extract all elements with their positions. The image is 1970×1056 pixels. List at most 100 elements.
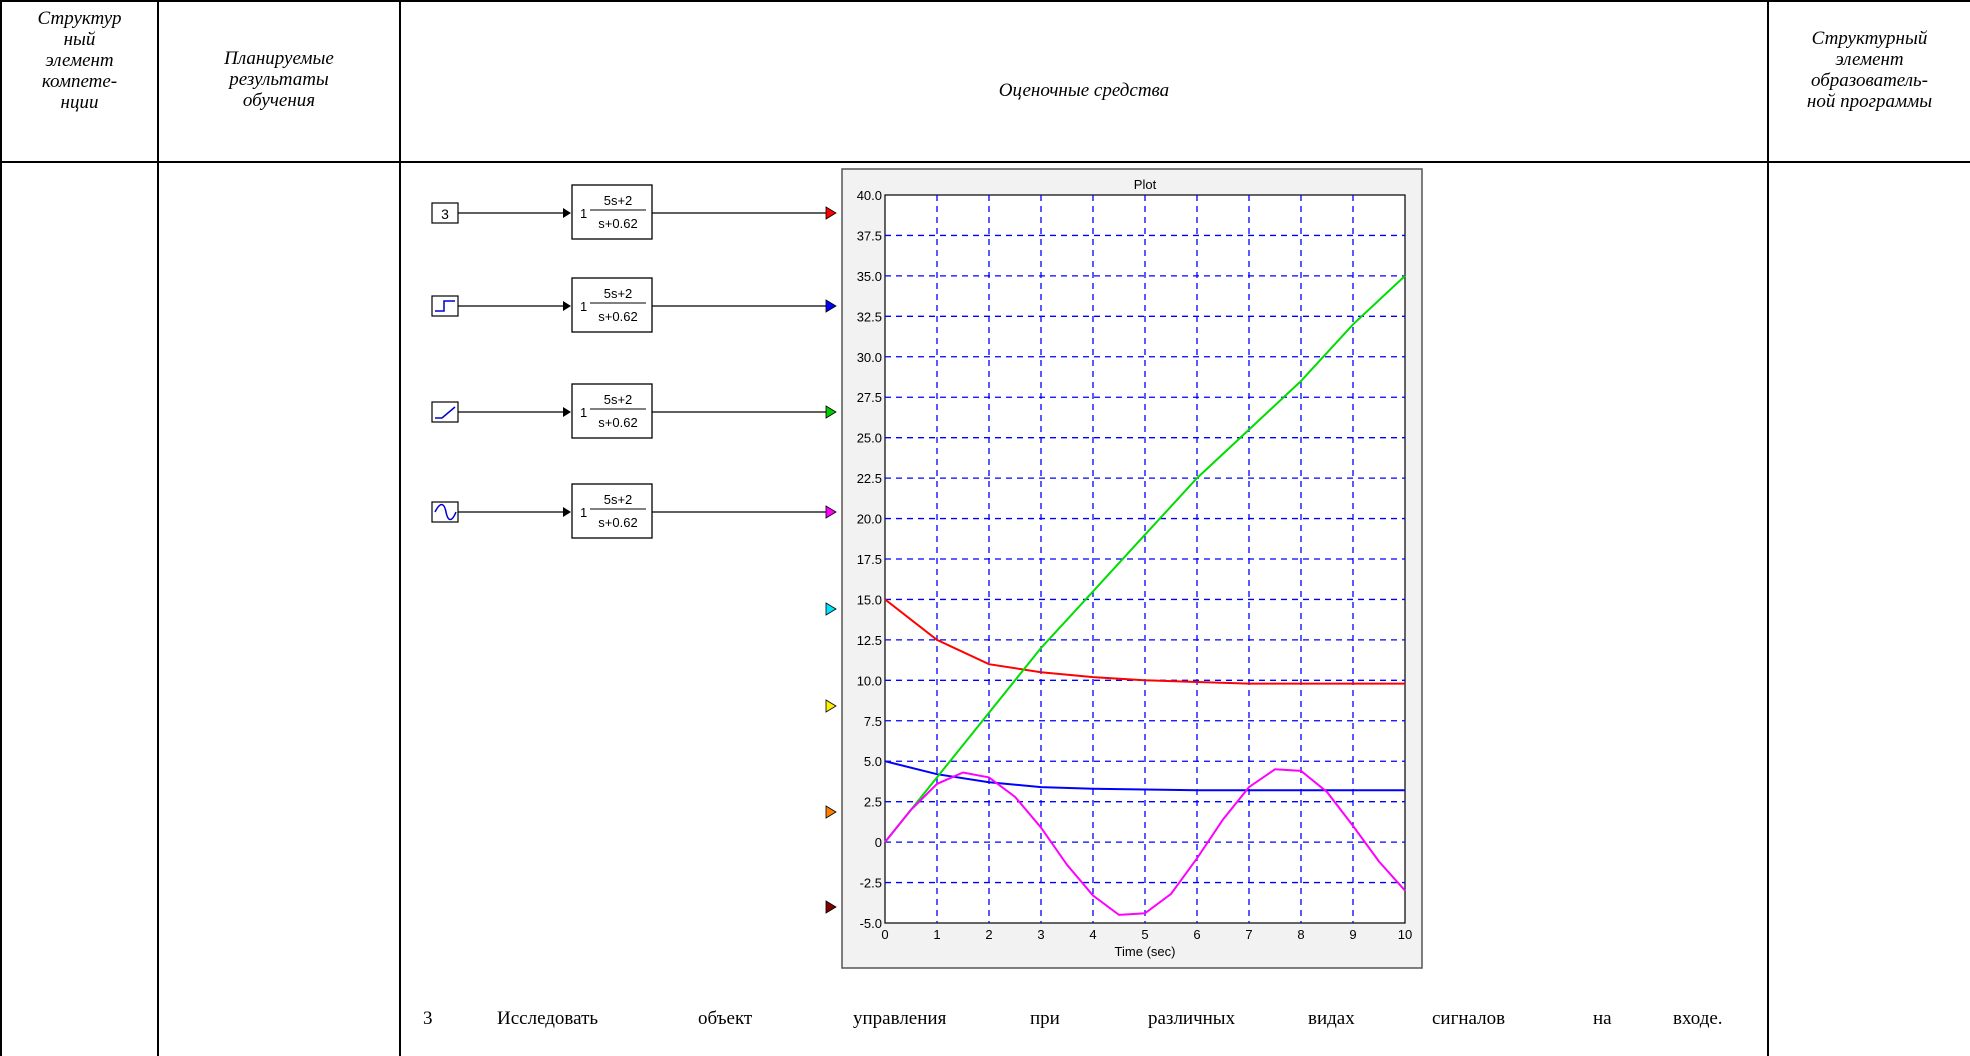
x-tick-label: 1 — [933, 927, 940, 942]
transfer-function-block — [571, 483, 653, 539]
task-word: при — [1030, 1008, 1060, 1029]
series-line — [884, 275, 1406, 843]
task-word: различных — [1148, 1008, 1236, 1029]
x-tick-label: 6 — [1193, 927, 1200, 942]
plot-input-port — [825, 805, 837, 819]
ramp-icon — [435, 406, 456, 419]
task-word: сигналов — [1432, 1008, 1506, 1029]
x-tick-label: 10 — [1398, 927, 1412, 942]
y-tick-label: 30.0 — [857, 350, 882, 365]
header-line: Планируемые — [224, 48, 334, 69]
signal-chain: 1 5s+2 s+0.62 — [431, 483, 831, 539]
header-line: ной программы — [1806, 91, 1933, 112]
task-word: на — [1593, 1008, 1612, 1029]
y-tick-label: 32.5 — [857, 309, 882, 324]
tf-numerator: 5s+2 — [604, 492, 633, 507]
y-tick-label: 15.0 — [857, 592, 882, 607]
table-col-sep-3 — [1767, 0, 1769, 1056]
table-col-sep-1 — [157, 0, 159, 1056]
y-tick-label: 5.0 — [864, 754, 882, 769]
plot-input-port — [825, 699, 837, 713]
x-tick-label: 7 — [1245, 927, 1252, 942]
transfer-function-block — [571, 184, 653, 240]
header-line: компете- — [41, 71, 118, 92]
y-tick-label: 22.5 — [857, 471, 882, 486]
header-competence-element: Структур ный элемент компете- нции — [2, 8, 157, 113]
table-border-top — [0, 0, 1970, 2]
series-line — [884, 598, 1405, 685]
plot-input-port — [825, 602, 837, 616]
signal-chain: 1 5s+2 s+0.62 — [431, 277, 831, 333]
tf-gain: 1 — [580, 206, 587, 221]
sine-icon — [434, 503, 457, 521]
table-border-left — [0, 0, 2, 1056]
task-word: видах — [1308, 1008, 1355, 1029]
y-tick-label: 2.5 — [864, 795, 882, 810]
tf-numerator: 5s+2 — [604, 286, 633, 301]
x-tick-label: 5 — [1141, 927, 1148, 942]
plot-input-port — [825, 900, 837, 914]
arrow-head — [563, 407, 571, 417]
tf-gain: 1 — [580, 299, 587, 314]
table-col-sep-2 — [399, 0, 401, 1056]
arrow-head — [563, 208, 571, 218]
header-line: Структур — [37, 8, 122, 29]
y-tick-label: 10.0 — [857, 673, 882, 688]
series-line — [884, 760, 1405, 792]
plot-input-port — [825, 405, 837, 419]
header-line: образователь- — [1810, 70, 1929, 91]
task-word: входе. — [1673, 1008, 1723, 1029]
signal-chain: 1 5s+2 s+0.62 — [431, 383, 831, 439]
y-tick-label: 40.0 — [857, 188, 882, 203]
x-tick-label: 0 — [881, 927, 888, 942]
constant-icon: 3 — [441, 206, 449, 222]
task-word: управления — [853, 1008, 947, 1029]
header-line: обучения — [242, 90, 316, 111]
y-tick-label: 20.0 — [857, 512, 882, 527]
task-word: объект — [698, 1008, 753, 1029]
table-header-separator — [0, 161, 1970, 163]
source-block — [431, 295, 459, 317]
header-line: элемент — [45, 50, 114, 71]
y-tick-label: 12.5 — [857, 633, 882, 648]
y-tick-label: 0 — [875, 835, 882, 850]
x-tick-label: 4 — [1089, 927, 1096, 942]
arrow-head — [563, 301, 571, 311]
x-tick-label: 3 — [1037, 927, 1044, 942]
task-number: 3 — [423, 1008, 433, 1029]
plot-input-port — [825, 505, 837, 519]
tf-numerator: 5s+2 — [604, 193, 633, 208]
arrow-head — [563, 507, 571, 517]
y-tick-label: 37.5 — [857, 228, 882, 243]
header-planned-results: Планируемые результаты обучения — [159, 48, 399, 111]
header-line: нции — [60, 92, 99, 113]
transfer-function-block — [571, 383, 653, 439]
y-tick-label: -2.5 — [860, 876, 882, 891]
y-tick-label: 25.0 — [857, 431, 882, 446]
tf-denominator: s+0.62 — [598, 515, 637, 530]
x-axis-label: Time (sec) — [1115, 944, 1176, 959]
plot-input-port — [825, 206, 837, 220]
tf-denominator: s+0.62 — [598, 309, 637, 324]
plot-input-port — [825, 299, 837, 313]
y-tick-label: 35.0 — [857, 269, 882, 284]
x-tick-label: 8 — [1297, 927, 1304, 942]
signal-chain: 3 1 5s+2 s+0.62 — [431, 184, 831, 240]
task-word: Исследовать — [497, 1008, 599, 1029]
source-block — [431, 501, 459, 523]
source-block — [431, 401, 459, 423]
plot-title: Plot — [1134, 177, 1157, 192]
header-line: ный — [63, 29, 96, 50]
y-tick-label: -5.0 — [860, 916, 882, 931]
y-tick-label: 17.5 — [857, 552, 882, 567]
tf-gain: 1 — [580, 505, 587, 520]
tf-denominator: s+0.62 — [598, 216, 637, 231]
x-tick-label: 9 — [1349, 927, 1356, 942]
series-line — [884, 768, 1406, 916]
header-line: результаты — [229, 69, 329, 90]
y-tick-label: 27.5 — [857, 390, 882, 405]
header-line: Структурный — [1811, 28, 1928, 49]
tf-numerator: 5s+2 — [604, 392, 633, 407]
header-line: элемент — [1835, 49, 1904, 70]
